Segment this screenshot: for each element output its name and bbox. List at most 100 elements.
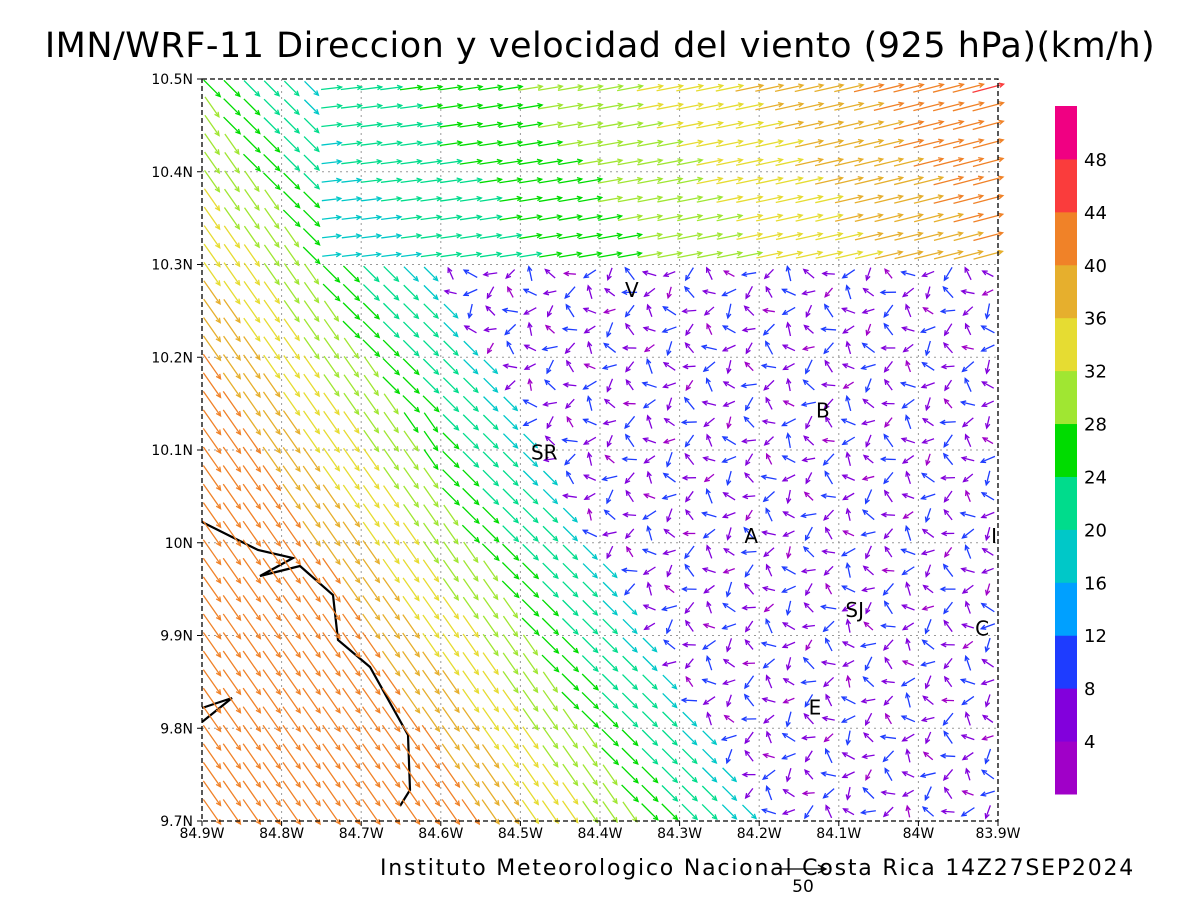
- wind-vector: [538, 102, 564, 110]
- wind-vector: [981, 547, 994, 556]
- wind-vector: [463, 340, 479, 356]
- wind-vector: [362, 302, 381, 320]
- wind-vector: [442, 633, 460, 658]
- wind-vector: [502, 488, 519, 505]
- wind-vector: [562, 745, 579, 768]
- wind-vector: [283, 154, 301, 172]
- wind-vector: [883, 322, 894, 336]
- wind-vector: [765, 617, 773, 634]
- wind-vector: [681, 785, 699, 802]
- wind-vector: [637, 232, 664, 240]
- wind-vector: [322, 724, 341, 752]
- wind-vector: [423, 284, 439, 301]
- wind-vector: [765, 784, 773, 801]
- wind-vector: [642, 604, 656, 611]
- wind-vector: [242, 650, 262, 677]
- wind-vector: [981, 658, 995, 668]
- wind-vector: [442, 414, 460, 431]
- wind-vector: [782, 530, 795, 537]
- wind-vector: [400, 214, 423, 221]
- wind-vector: [905, 359, 912, 373]
- colorbar-label: 8: [1084, 679, 1095, 700]
- wind-vector: [263, 262, 280, 286]
- wind-vector: [646, 303, 653, 317]
- wind-vector: [222, 761, 242, 789]
- wind-vector: [362, 799, 381, 826]
- wind-vector: [342, 706, 361, 733]
- wind-vector: [539, 232, 563, 240]
- wind-vector: [953, 175, 985, 186]
- wind-vector: [566, 359, 575, 373]
- wind-vector: [824, 526, 833, 540]
- wind-vector: [905, 748, 911, 763]
- wind-vector: [901, 789, 915, 797]
- wind-vector: [459, 214, 483, 221]
- x-tick-label: 84.6W: [418, 826, 463, 842]
- wind-vector: [362, 595, 381, 621]
- wind-vector: [740, 549, 757, 555]
- wind-vector: [519, 251, 543, 258]
- wind-vector: [302, 228, 321, 246]
- wind-vector: [522, 488, 539, 505]
- wind-vector: [762, 658, 775, 669]
- wind-vector: [262, 724, 282, 752]
- wind-vector: [676, 176, 704, 185]
- wind-vector: [341, 196, 363, 202]
- wind-vector: [961, 417, 974, 428]
- wind-vector: [558, 177, 584, 184]
- wind-vector: [499, 251, 523, 258]
- wind-vector: [282, 613, 302, 640]
- wind-vector: [646, 414, 653, 429]
- wind-vector: [735, 83, 765, 92]
- wind-vector: [242, 502, 262, 529]
- wind-vector: [602, 782, 618, 805]
- wind-vector: [981, 381, 995, 389]
- wind-vector: [462, 395, 479, 412]
- wind-vector: [815, 213, 844, 222]
- wind-vector: [815, 250, 844, 259]
- wind-vector: [342, 558, 361, 584]
- wind-vector: [463, 325, 477, 334]
- wind-vector: [960, 289, 975, 295]
- wind-vector: [622, 600, 638, 616]
- wind-vector: [602, 801, 618, 824]
- wind-vector: [498, 84, 524, 91]
- wind-vector: [502, 615, 519, 638]
- wind-vector: [979, 790, 995, 797]
- colorbar-swatch: [1055, 741, 1077, 795]
- wind-vector: [382, 358, 401, 376]
- wind-vector: [921, 639, 935, 650]
- wind-vector: [222, 650, 242, 677]
- wind-vector: [462, 670, 480, 695]
- wind-vector: [755, 102, 785, 111]
- wind-vector: [380, 158, 403, 165]
- wind-vector: [721, 679, 736, 686]
- wind-vector: [282, 446, 301, 473]
- wind-vector: [657, 232, 684, 240]
- wind-vector: [561, 673, 580, 692]
- wind-vector: [706, 433, 713, 447]
- wind-vector: [785, 321, 792, 337]
- wind-vector: [913, 138, 945, 149]
- wind-vector: [716, 157, 744, 166]
- wind-vector: [302, 557, 321, 585]
- wind-vector: [262, 557, 282, 585]
- wind-vector: [979, 623, 996, 630]
- wind-vector: [696, 102, 725, 111]
- wind-vector: [481, 780, 500, 807]
- wind-vector: [972, 175, 1005, 186]
- wind-vector: [677, 232, 704, 240]
- wind-vector: [203, 261, 221, 287]
- wind-vector: [203, 170, 221, 193]
- wind-vector: [865, 601, 872, 615]
- wind-vector: [703, 306, 715, 316]
- map-title: IMN/WRF-11 Direccion y velocidad del vie…: [44, 26, 1156, 66]
- wind-vector: [283, 80, 300, 97]
- wind-vector: [964, 654, 972, 671]
- wind-vector: [462, 707, 480, 732]
- wind-vector: [893, 138, 925, 149]
- wind-vector: [263, 336, 281, 361]
- wind-vector: [283, 336, 301, 361]
- wind-vector: [805, 304, 813, 318]
- wind-vector: [942, 769, 954, 781]
